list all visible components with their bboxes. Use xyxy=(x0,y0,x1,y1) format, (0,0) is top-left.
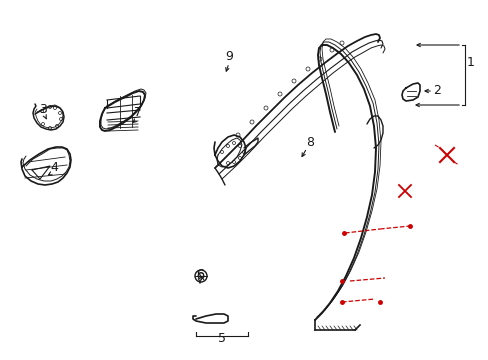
Text: 5: 5 xyxy=(218,332,225,345)
Text: 2: 2 xyxy=(432,85,440,98)
Text: 7: 7 xyxy=(134,107,142,120)
Text: 6: 6 xyxy=(196,267,203,280)
Text: 1: 1 xyxy=(466,57,474,69)
Text: 4: 4 xyxy=(50,162,58,175)
Text: 8: 8 xyxy=(305,136,313,149)
Text: 3: 3 xyxy=(39,104,47,117)
Text: 9: 9 xyxy=(224,50,232,63)
